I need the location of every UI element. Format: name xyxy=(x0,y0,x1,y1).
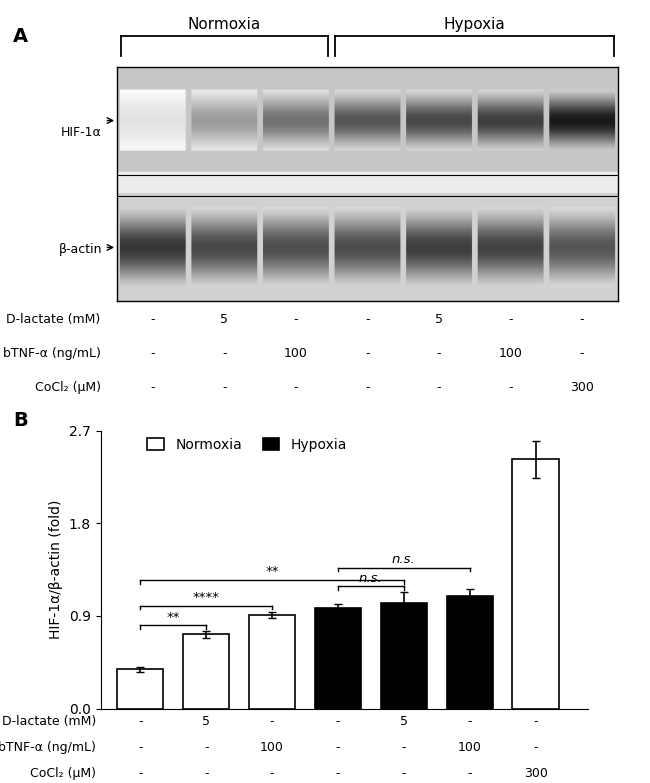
Y-axis label: HIF-1α/β-actin (fold): HIF-1α/β-actin (fold) xyxy=(49,500,63,640)
Legend: Normoxia, Hypoxia: Normoxia, Hypoxia xyxy=(142,432,352,457)
Text: ****: **** xyxy=(192,591,220,604)
Text: -: - xyxy=(437,381,441,394)
Text: -: - xyxy=(508,381,512,394)
Text: -: - xyxy=(294,381,298,394)
Text: 300: 300 xyxy=(524,767,547,780)
Text: -: - xyxy=(151,347,155,360)
Text: -: - xyxy=(437,347,441,360)
Text: 100: 100 xyxy=(458,742,482,754)
Text: -: - xyxy=(138,767,142,780)
Text: CoCl₂ (μM): CoCl₂ (μM) xyxy=(34,381,101,394)
Text: -: - xyxy=(222,381,226,394)
Text: -: - xyxy=(533,742,538,754)
Text: -: - xyxy=(467,767,472,780)
Text: 100: 100 xyxy=(499,347,522,360)
Text: -: - xyxy=(533,716,538,728)
Text: bTNF-α (ng/mL): bTNF-α (ng/mL) xyxy=(3,347,101,360)
Text: -: - xyxy=(294,313,298,327)
Text: B: B xyxy=(13,411,28,430)
Text: D-lactate (mM): D-lactate (mM) xyxy=(2,716,96,728)
Text: 5: 5 xyxy=(220,313,228,327)
Bar xyxy=(381,603,427,709)
Text: n.s.: n.s. xyxy=(392,553,415,566)
Text: n.s.: n.s. xyxy=(359,572,383,585)
Text: A: A xyxy=(13,27,28,46)
Text: -: - xyxy=(365,313,369,327)
Text: -: - xyxy=(222,347,226,360)
Text: -: - xyxy=(402,767,406,780)
Text: HIF-1α: HIF-1α xyxy=(61,126,102,139)
Text: -: - xyxy=(138,742,142,754)
Text: bTNF-α (ng/mL): bTNF-α (ng/mL) xyxy=(0,742,96,754)
Text: -: - xyxy=(580,313,584,327)
Text: Hypoxia: Hypoxia xyxy=(443,17,506,32)
Text: -: - xyxy=(151,381,155,394)
Text: -: - xyxy=(335,716,340,728)
Text: 300: 300 xyxy=(570,381,593,394)
Text: -: - xyxy=(270,767,274,780)
Text: -: - xyxy=(138,716,142,728)
Text: -: - xyxy=(467,716,472,728)
Text: **: ** xyxy=(166,611,180,624)
Text: 5: 5 xyxy=(400,716,408,728)
Text: -: - xyxy=(365,347,369,360)
Text: -: - xyxy=(365,381,369,394)
Text: β-actin: β-actin xyxy=(58,244,102,256)
Text: -: - xyxy=(335,742,340,754)
Text: **: ** xyxy=(265,565,279,579)
Text: -: - xyxy=(402,742,406,754)
Text: 5: 5 xyxy=(202,716,210,728)
Bar xyxy=(315,608,361,709)
Text: CoCl₂ (μM): CoCl₂ (μM) xyxy=(30,767,96,780)
Bar xyxy=(117,669,163,709)
Bar xyxy=(183,634,229,709)
Bar xyxy=(512,460,558,709)
Text: -: - xyxy=(270,716,274,728)
Text: 100: 100 xyxy=(284,347,307,360)
Text: 100: 100 xyxy=(260,742,284,754)
Text: Normoxia: Normoxia xyxy=(188,17,261,32)
Text: -: - xyxy=(204,767,209,780)
Bar xyxy=(447,597,493,709)
Text: -: - xyxy=(151,313,155,327)
Text: -: - xyxy=(335,767,340,780)
Text: -: - xyxy=(580,347,584,360)
Text: -: - xyxy=(508,313,512,327)
Text: 5: 5 xyxy=(435,313,443,327)
Bar xyxy=(249,615,295,709)
Text: D-lactate (mM): D-lactate (mM) xyxy=(6,313,101,327)
Text: -: - xyxy=(204,742,209,754)
